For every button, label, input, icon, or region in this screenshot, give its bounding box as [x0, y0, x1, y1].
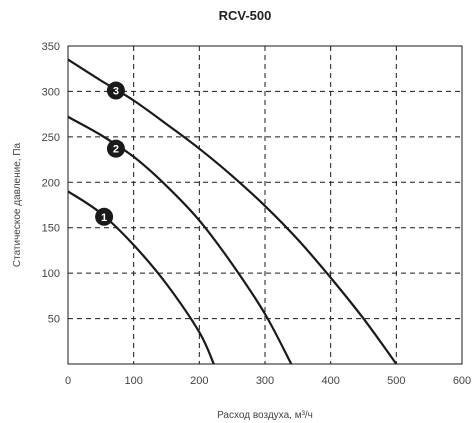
series-marker-1 [95, 207, 114, 226]
series-marker-3 [106, 81, 125, 100]
x-axis-label: Расход воздуха, м³/ч [217, 410, 313, 421]
series-marker-2 [106, 139, 125, 158]
x-tick-label: 500 [387, 375, 405, 387]
y-tick-label: 350 [42, 41, 60, 53]
y-tick-label: 50 [48, 314, 60, 326]
series-line-1 [67, 190, 215, 365]
y-axis-label: Статическое давление, Па [12, 142, 23, 267]
y-tick-label: 200 [42, 177, 60, 189]
y-tick-label: 150 [42, 223, 60, 235]
chart-title: RCV-500 [219, 8, 272, 23]
series-markers: 1 2 3 [95, 81, 125, 226]
series-marker-label-2: 2 [113, 144, 119, 156]
x-tick-label: 200 [190, 375, 208, 387]
y-tick-label: 100 [42, 268, 60, 280]
series-marker-label-1: 1 [101, 212, 107, 224]
series-line-2 [67, 115, 293, 365]
grid [68, 46, 462, 364]
x-tick-label: 600 [453, 375, 471, 387]
x-tick-label: 100 [124, 375, 142, 387]
x-axis: 0 100 200 300 400 500 600 [65, 375, 471, 387]
y-tick-label: 250 [42, 132, 60, 144]
y-axis: 50 100 150 200 250 300 350 [42, 41, 60, 326]
plot-frame [67, 45, 463, 365]
series-line-3 [67, 58, 398, 365]
series-marker-label-3: 3 [113, 86, 119, 98]
x-tick-label: 300 [256, 375, 274, 387]
x-tick-label: 0 [65, 375, 71, 387]
x-tick-label: 400 [321, 375, 339, 387]
y-tick-label: 300 [42, 86, 60, 98]
